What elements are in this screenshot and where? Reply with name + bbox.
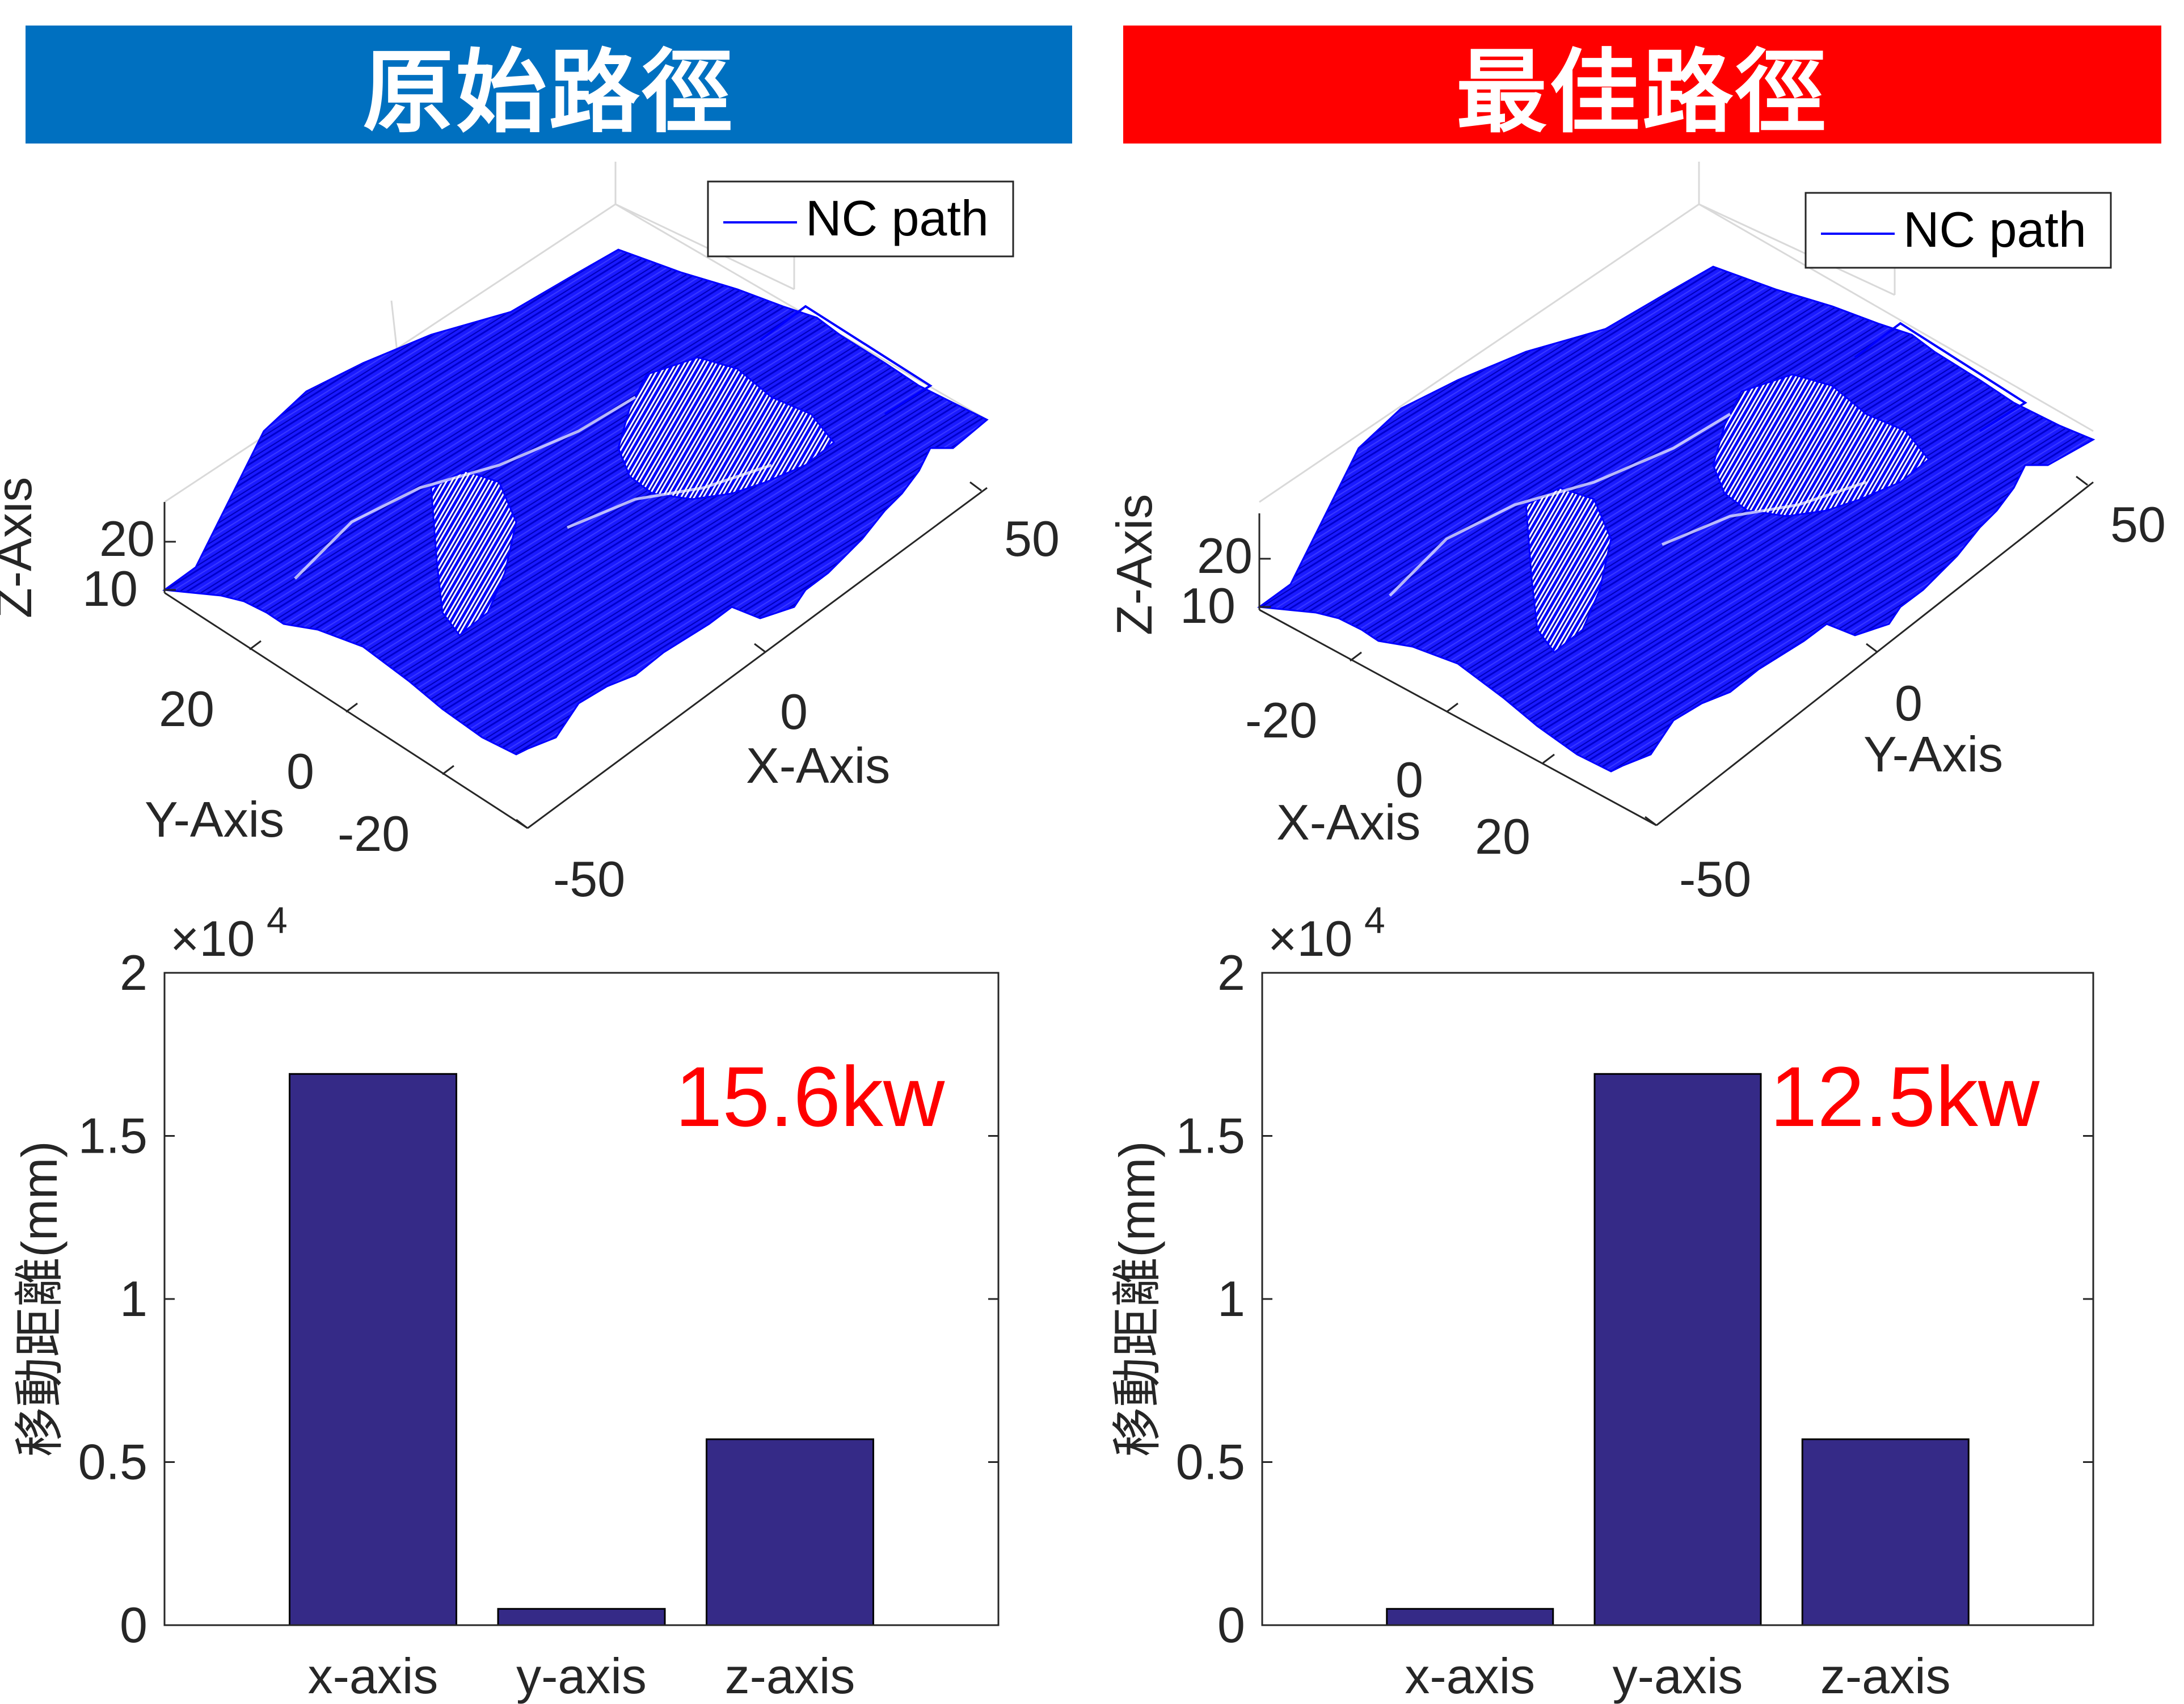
left-z-tick-20: 20	[99, 511, 155, 567]
left-path-outline-box	[759, 305, 933, 415]
right-x-tick-x-axis: x-axis	[1405, 1648, 1535, 1704]
right-legend-label: NC path	[1903, 201, 2086, 258]
right-y-tick-50: 50	[2110, 496, 2166, 552]
left-bar-x-axis	[289, 1073, 457, 1626]
left-x-tick-minus50: -50	[553, 851, 625, 907]
right-z-tick-20: 20	[1197, 528, 1253, 584]
right-x-tick-20: 20	[1475, 808, 1531, 864]
right-path-contour-3	[1389, 412, 1867, 597]
left-y-tick-label: 0	[120, 1597, 147, 1653]
left-path-surface	[162, 248, 989, 756]
right-y-exponent-power: 4	[1364, 899, 1385, 941]
right-y-tick-label: 2	[1217, 944, 1245, 1001]
right-x-tick-minus20: -20	[1245, 692, 1317, 748]
left-path-contour-3	[294, 395, 772, 580]
left-y-axis-label: Y-Axis	[145, 791, 284, 847]
right-y-tick-label: 1	[1217, 1271, 1245, 1327]
right-y-exponent-base: ×10	[1268, 910, 1352, 967]
left-y-exponent-base: ×10	[170, 910, 255, 967]
left-path-contour-2	[430, 470, 517, 637]
right-bar-chart: x-axis y-axis z-axis 0 0.5 1 1.5 2 ×10 4 移動距離(mm) 1…	[1109, 899, 2094, 1704]
left-z-axis-label: Z-Axis	[0, 477, 42, 618]
left-x-tick-z-axis: z-axis	[725, 1648, 855, 1704]
right-legend: NC path	[1804, 192, 2112, 269]
right-y-tick-label: 0	[1217, 1597, 1245, 1653]
left-x-tick-50: 50	[1004, 511, 1060, 567]
left-x-axis-label: X-Axis	[746, 737, 890, 794]
right-x-tick-z-axis: z-axis	[1820, 1648, 1951, 1704]
right-z-axis-label: Z-Axis	[1106, 494, 1162, 635]
right-y-tick-minus50: -50	[1679, 851, 1751, 907]
right-3d-axes	[1258, 475, 2094, 826]
left-y-axis-label: 移動距離(mm)	[11, 1141, 68, 1457]
right-y-tick-0: 0	[1895, 675, 1922, 731]
left-bar-y-axis	[497, 1608, 666, 1626]
left-x-tick-y-axis: y-axis	[516, 1648, 647, 1704]
right-z-tick-10: 10	[1180, 577, 1236, 634]
right-path-outline-box	[1854, 322, 2027, 432]
right-x-tick-y-axis: y-axis	[1613, 1648, 1743, 1704]
left-3d-axes	[163, 481, 988, 829]
left-y-tick-label: 0.5	[78, 1434, 147, 1490]
left-power-annotation: 15.6kw	[675, 1049, 945, 1144]
right-nc-path-plot: NC path	[1257, 162, 2112, 826]
right-bar-z-axis	[1801, 1438, 1970, 1626]
left-x-tick-0: 0	[780, 684, 808, 740]
right-path-contour-1	[1712, 373, 1930, 517]
right-y-tick-label: 0.5	[1176, 1434, 1245, 1490]
left-y-exponent-power: 4	[267, 899, 288, 941]
left-panel-title: 原始路徑	[26, 26, 1072, 145]
left-bar-chart: x-axis y-axis z-axis 0 0.5 1 1.5 2 ×10 4 移動距離(mm) 1…	[11, 899, 1000, 1704]
left-legend-label: NC path	[806, 190, 989, 246]
right-x-axis-label: X-Axis	[1276, 794, 1420, 850]
left-y-tick-minus20: -20	[338, 805, 410, 862]
left-nc-path-plot: NC path	[162, 162, 1014, 829]
right-path-contour-2	[1525, 487, 1612, 654]
right-panel-title: 最佳路徑	[1123, 26, 2161, 145]
left-y-tick-label: 1.5	[78, 1108, 147, 1164]
right-y-tick-label: 1.5	[1176, 1108, 1245, 1164]
right-y-axis-label: 移動距離(mm)	[1109, 1141, 1165, 1457]
left-y-tick-20: 20	[159, 681, 214, 737]
left-path-contour-1	[617, 356, 836, 500]
left-bar-z-axis	[706, 1438, 874, 1626]
right-bar-y-axis	[1593, 1073, 1762, 1626]
left-y-tick-0: 0	[286, 743, 314, 799]
right-path-surface	[1257, 265, 2096, 773]
left-x-tick-x-axis: x-axis	[308, 1648, 439, 1704]
left-z-tick-10: 10	[82, 560, 138, 617]
left-legend: NC path	[707, 180, 1014, 258]
right-x-tick-0: 0	[1395, 752, 1423, 808]
left-y-tick-label: 2	[120, 944, 147, 1001]
right-y-axis-label: Y-Axis	[1863, 726, 2003, 782]
right-power-annotation: 12.5kw	[1770, 1049, 2040, 1144]
left-y-tick-label: 1	[120, 1271, 147, 1327]
right-bar-x-axis	[1386, 1608, 1554, 1626]
